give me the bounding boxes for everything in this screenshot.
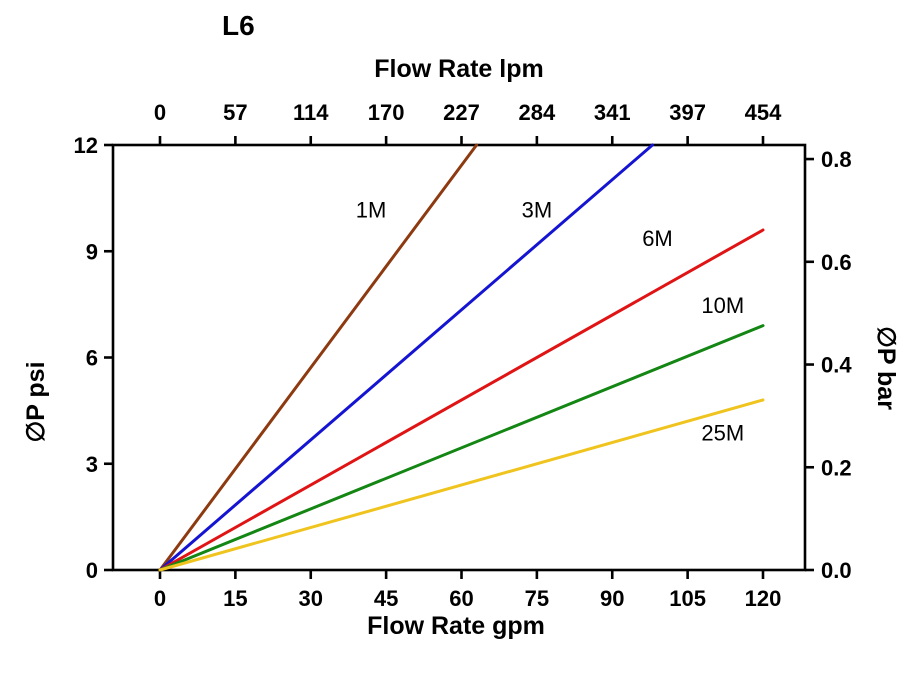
series-line-6M	[158, 228, 765, 572]
x-tick-label: 45	[374, 586, 398, 611]
series-line-25M	[158, 398, 765, 572]
series-label-25M: 25M	[701, 421, 744, 446]
series-line-1M	[158, 143, 479, 572]
x-tick-label: 75	[525, 586, 549, 611]
top-tick-label: 57	[223, 100, 247, 125]
top-axis-label: Flow Rate lpm	[374, 55, 544, 83]
bottom-axis-label: Flow Rate gpm	[367, 612, 545, 640]
series-label-1M: 1M	[356, 198, 387, 223]
y-tick-label: 9	[86, 239, 98, 264]
x-tick-label: 90	[600, 586, 624, 611]
top-tick-label: 170	[368, 100, 405, 125]
series-line-10M	[158, 324, 765, 572]
series-label-6M: 6M	[642, 226, 673, 251]
x-tick-label: 60	[449, 586, 473, 611]
right-axis-label: ∅P bar	[872, 326, 900, 410]
y-tick-label: 3	[86, 452, 98, 477]
right-tick-label: 0.0	[821, 558, 852, 583]
top-tick-label: 284	[519, 100, 556, 125]
x-tick-label: 30	[299, 586, 323, 611]
right-tick-label: 0.8	[821, 147, 852, 172]
series-label-10M: 10M	[701, 293, 744, 318]
top-tick-label: 0	[154, 100, 166, 125]
x-tick-label: 120	[745, 586, 782, 611]
series-label-3M: 3M	[522, 198, 553, 223]
right-tick-label: 0.2	[821, 455, 852, 480]
right-tick-label: 0.4	[821, 353, 852, 378]
top-tick-label: 454	[745, 100, 782, 125]
right-tick-label: 0.6	[821, 250, 852, 275]
y-tick-label: 0	[86, 558, 98, 583]
chart-title: L6	[222, 10, 255, 41]
x-tick-label: 0	[154, 586, 166, 611]
y-tick-label: 6	[86, 346, 98, 371]
top-tick-label: 227	[443, 100, 480, 125]
plot-frame	[111, 143, 807, 572]
x-tick-label: 15	[223, 586, 247, 611]
top-tick-label: 397	[669, 100, 706, 125]
x-tick-label: 105	[669, 586, 706, 611]
y-tick-label: 12	[74, 133, 98, 158]
top-tick-label: 114	[293, 100, 329, 125]
top-tick-label: 341	[594, 100, 631, 125]
series-line-3M	[158, 143, 654, 572]
left-axis-label: ∅P psi	[22, 361, 50, 443]
